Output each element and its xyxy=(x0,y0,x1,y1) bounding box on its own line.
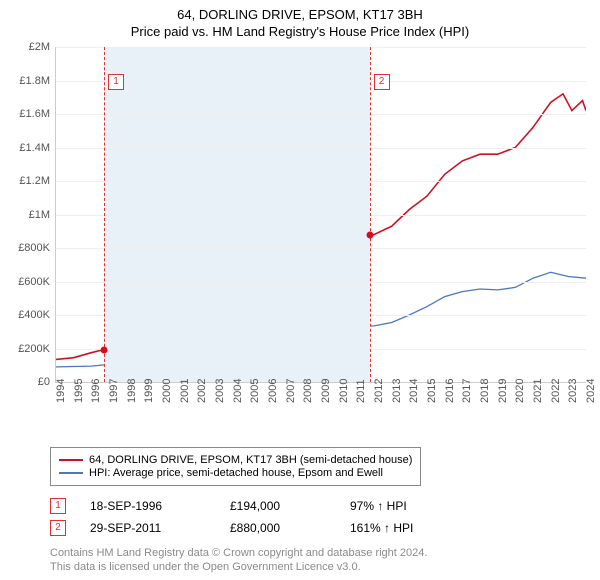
sale-marker-1: 1 xyxy=(108,74,124,90)
sale-row: 2 29-SEP-2011£880,000161% ↑ HPI xyxy=(50,520,590,536)
y-axis-label: £1.2M xyxy=(5,175,50,187)
gridline xyxy=(56,349,586,350)
footer: Contains HM Land Registry data © Crown c… xyxy=(50,546,590,575)
gridline xyxy=(56,114,586,115)
legend-row: 64, DORLING DRIVE, EPSOM, KT17 3BH (semi… xyxy=(59,454,412,466)
sale-row-date: 29-SEP-2011 xyxy=(90,521,230,535)
footer-line-2: This data is licensed under the Open Gov… xyxy=(50,560,590,574)
y-axis-label: £1M xyxy=(5,209,50,221)
sale-row-price: £194,000 xyxy=(230,499,350,513)
gridline xyxy=(56,181,586,182)
legend-row: HPI: Average price, semi-detached house,… xyxy=(59,467,412,479)
y-axis-label: £1.8M xyxy=(5,75,50,87)
gridline xyxy=(56,81,586,82)
gridline xyxy=(56,215,586,216)
legend-text: HPI: Average price, semi-detached house,… xyxy=(89,467,383,479)
chart-title-address: 64, DORLING DRIVE, EPSOM, KT17 3BH xyxy=(10,7,590,22)
sales-annotations: 1 18-SEP-1996£194,00097% ↑ HPI 2 29-SEP-201… xyxy=(10,498,590,536)
sale-row-date: 18-SEP-1996 xyxy=(90,499,230,513)
legend-swatch xyxy=(59,472,83,474)
sale-row: 1 18-SEP-1996£194,00097% ↑ HPI xyxy=(50,498,590,514)
sale-row-hpi: 161% ↑ HPI xyxy=(350,521,450,535)
sale-vline xyxy=(370,47,371,382)
sale-marker-2: 2 xyxy=(374,74,390,90)
gridline xyxy=(56,248,586,249)
sale-vline xyxy=(104,47,105,382)
y-axis-label: £1.6M xyxy=(5,108,50,120)
sale-row-marker: 1 xyxy=(50,498,66,514)
sale-row-hpi: 97% ↑ HPI xyxy=(350,499,450,513)
gridline xyxy=(56,47,586,48)
legend-swatch xyxy=(59,459,83,461)
gridline xyxy=(56,282,586,283)
sale-row-price: £880,000 xyxy=(230,521,350,535)
plot-area: 12 xyxy=(55,47,586,383)
y-axis-label: £200K xyxy=(5,343,50,355)
chart-title-subtitle: Price paid vs. HM Land Registry's House … xyxy=(10,24,590,39)
y-axis-label: £400K xyxy=(5,309,50,321)
y-axis-label: £2M xyxy=(5,41,50,53)
gridline xyxy=(56,148,586,149)
sale-dot xyxy=(101,346,108,353)
y-axis-label: £1.4M xyxy=(5,142,50,154)
y-axis-label: £0 xyxy=(5,376,50,388)
footer-line-1: Contains HM Land Registry data © Crown c… xyxy=(50,546,590,560)
sale-dot xyxy=(366,231,373,238)
sale-row-marker: 2 xyxy=(50,520,66,536)
gridline xyxy=(56,315,586,316)
x-axis-label: 2024 xyxy=(585,379,600,403)
legend: 64, DORLING DRIVE, EPSOM, KT17 3BH (semi… xyxy=(50,447,421,486)
y-axis-label: £600K xyxy=(5,276,50,288)
y-axis-label: £800K xyxy=(5,242,50,254)
legend-text: 64, DORLING DRIVE, EPSOM, KT17 3BH (semi… xyxy=(89,454,412,466)
chart-area: 12 £0£200K£400K£600K£800K£1M£1.2M£1.4M£1… xyxy=(10,47,590,417)
